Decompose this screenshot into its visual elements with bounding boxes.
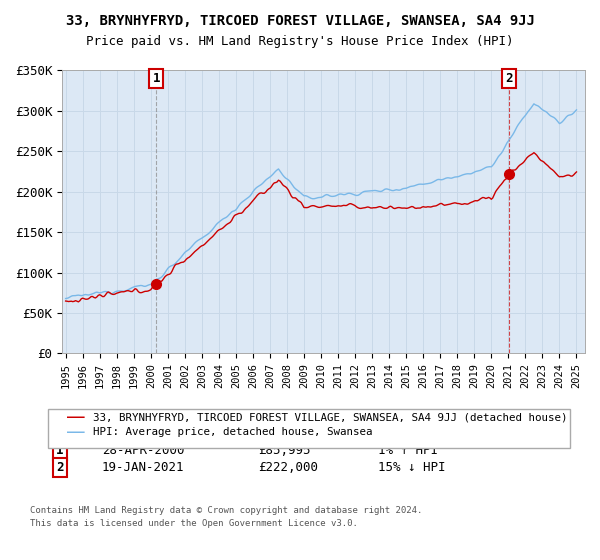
Text: HPI: Average price, detached house, Swansea: HPI: Average price, detached house, Swan… <box>93 427 373 437</box>
Text: 28-APR-2000: 28-APR-2000 <box>102 444 185 458</box>
Text: This data is licensed under the Open Government Licence v3.0.: This data is licensed under the Open Gov… <box>30 519 358 528</box>
Text: Price paid vs. HM Land Registry's House Price Index (HPI): Price paid vs. HM Land Registry's House … <box>86 35 514 48</box>
Text: 19-JAN-2021: 19-JAN-2021 <box>102 461 185 474</box>
Text: 15% ↓ HPI: 15% ↓ HPI <box>378 461 445 474</box>
Text: 33, BRYNHYFRYD, TIRCOED FOREST VILLAGE, SWANSEA, SA4 9JJ (detached house): 33, BRYNHYFRYD, TIRCOED FOREST VILLAGE, … <box>93 412 568 422</box>
Text: —: — <box>66 423 86 442</box>
Text: Contains HM Land Registry data © Crown copyright and database right 2024.: Contains HM Land Registry data © Crown c… <box>30 506 422 515</box>
Text: 2: 2 <box>505 72 513 85</box>
Text: 33, BRYNHYFRYD, TIRCOED FOREST VILLAGE, SWANSEA, SA4 9JJ: 33, BRYNHYFRYD, TIRCOED FOREST VILLAGE, … <box>65 14 535 28</box>
Text: 1: 1 <box>56 444 64 458</box>
Text: 2: 2 <box>56 461 64 474</box>
Text: 1: 1 <box>152 72 160 85</box>
Text: 1% ↑ HPI: 1% ↑ HPI <box>378 444 438 458</box>
Text: —: — <box>66 408 86 427</box>
Text: £85,995: £85,995 <box>258 444 311 458</box>
Text: £222,000: £222,000 <box>258 461 318 474</box>
